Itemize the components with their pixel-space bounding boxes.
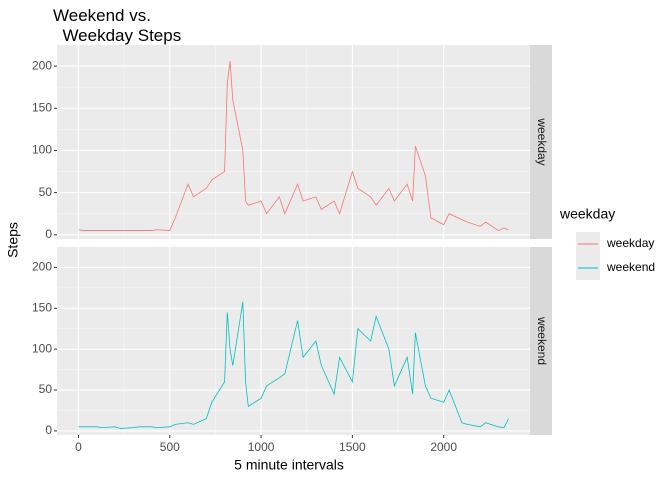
facet-label: weekday (535, 117, 549, 165)
x-tick-label: 500 (160, 440, 180, 454)
facet-strip (530, 45, 552, 239)
x-axis-label: 5 minute intervals (234, 457, 344, 473)
x-tick-label: 2000 (430, 440, 457, 454)
panel-background (57, 247, 530, 435)
y-tick-label: 50 (39, 382, 53, 396)
x-tick-label: 0 (75, 440, 82, 454)
legend-label: weekday (606, 236, 654, 250)
chart-title: Weekend vs. Weekday Steps (53, 6, 182, 45)
y-tick-label: 50 (39, 185, 53, 199)
y-axis-label: Steps (5, 222, 21, 258)
y-tick-label: 200 (32, 58, 52, 72)
y-tick-label: 100 (32, 341, 52, 355)
y-tick-label: 0 (45, 423, 52, 437)
legend-label: weekend (606, 260, 655, 274)
y-tick-label: 100 (32, 143, 52, 157)
panel-background (57, 45, 530, 239)
y-tick-label: 200 (32, 260, 52, 274)
x-tick-label: 1000 (248, 440, 275, 454)
data-line (78, 60, 509, 232)
y-tick-label: 150 (32, 100, 52, 114)
x-tick-label: 1500 (339, 440, 366, 454)
y-tick-label: 150 (32, 300, 52, 314)
facet-label: weekend (535, 316, 549, 365)
data-line (78, 301, 509, 429)
legend-title: weekday (559, 206, 615, 222)
facet-strip (530, 247, 552, 435)
y-tick-label: 0 (45, 227, 52, 241)
